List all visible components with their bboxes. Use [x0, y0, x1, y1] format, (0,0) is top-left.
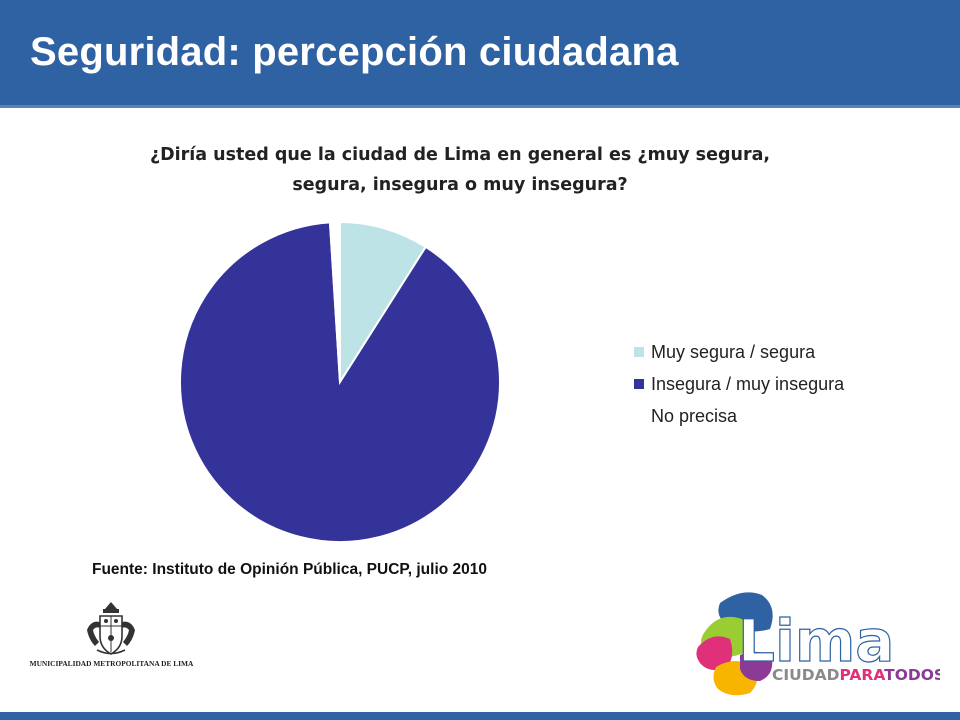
legend-item-muy-segura: Muy segura / segura — [634, 336, 844, 368]
legend-swatch — [634, 411, 644, 421]
pie-slice-1 — [179, 221, 501, 543]
legend-item-no-precisa: No precisa — [634, 400, 844, 432]
source-note: Fuente: Instituto de Opinión Pública, PU… — [92, 561, 488, 578]
pie-slice-0 — [339, 220, 428, 386]
legend-swatch — [634, 347, 644, 357]
legend-item-insegura: Insegura / muy insegura — [634, 368, 844, 400]
logo-tagline-b: PARA — [839, 666, 885, 684]
coat-of-arms-icon — [87, 602, 135, 655]
chart-title: ¿Diría usted que la ciudad de Lima en ge… — [130, 140, 790, 200]
legend-label: No precisa — [651, 405, 738, 426]
seal-caption: MUNICIPALIDAD METROPOLITANA DE LIMA — [29, 659, 194, 668]
chart-title-line-1: ¿Diría usted que la ciudad de Lima en ge… — [149, 145, 771, 165]
legend-label: Muy segura / segura — [651, 341, 816, 362]
chart-legend: Muy segura / segura Insegura / muy inseg… — [634, 336, 844, 432]
chart-title-line-2: segura, insegura o muy insegura? — [292, 175, 628, 195]
footer-bar — [0, 712, 960, 720]
header-bar: Seguridad: percepción ciudadana — [0, 0, 960, 108]
pie-chart — [179, 220, 501, 543]
municipality-seal: MUNICIPALIDAD METROPOLITANA DE LIMA — [24, 600, 199, 668]
page-title: Seguridad: percepción ciudadana — [30, 30, 679, 74]
pie-slice-2 — [328, 220, 341, 383]
logo-tagline-a: CIUDAD — [772, 666, 840, 684]
legend-label: Insegura / muy insegura — [651, 373, 845, 394]
logo-tagline: CIUDADPARATODOS — [772, 666, 940, 684]
logo-word: Lima — [738, 607, 894, 675]
legend-swatch — [634, 379, 644, 389]
logo-tagline-c: TODOS — [884, 666, 940, 684]
lima-logo: Lima CIUDADPARATODOS — [696, 592, 940, 696]
